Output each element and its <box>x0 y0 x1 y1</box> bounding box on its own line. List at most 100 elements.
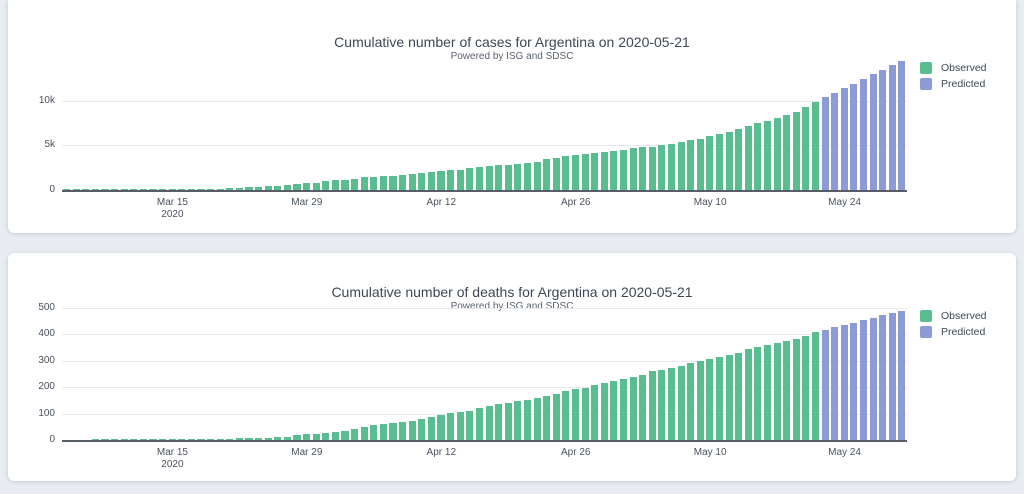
bar-observed[interactable] <box>197 439 205 440</box>
bar-observed[interactable] <box>466 168 474 190</box>
bar-observed[interactable] <box>312 182 320 190</box>
bar-observed[interactable] <box>360 427 368 440</box>
bar-observed[interactable] <box>322 180 330 190</box>
bar-observed[interactable] <box>159 189 167 190</box>
bar-predicted[interactable] <box>898 310 906 440</box>
bar-observed[interactable] <box>591 153 599 190</box>
bar-observed[interactable] <box>370 425 378 440</box>
bar-observed[interactable] <box>475 407 483 440</box>
bar-observed[interactable] <box>418 419 426 440</box>
bar-observed[interactable] <box>485 166 493 190</box>
bar-observed[interactable] <box>466 410 474 440</box>
bar-observed[interactable] <box>264 186 272 190</box>
bar-observed[interactable] <box>331 180 339 190</box>
bar-predicted[interactable] <box>840 88 848 190</box>
bar-observed[interactable] <box>120 439 128 440</box>
bar-observed[interactable] <box>696 138 704 190</box>
bar-observed[interactable] <box>379 176 387 190</box>
bar-predicted[interactable] <box>859 78 868 190</box>
bar-observed[interactable] <box>130 189 138 190</box>
bar-observed[interactable] <box>91 189 99 190</box>
bar-observed[interactable] <box>111 189 119 190</box>
bar-observed[interactable] <box>178 189 186 190</box>
bar-predicted[interactable] <box>850 322 858 440</box>
bar-observed[interactable] <box>139 189 147 190</box>
bar-observed[interactable] <box>427 417 435 440</box>
bar-observed[interactable] <box>447 413 455 440</box>
bar-observed[interactable] <box>571 155 579 190</box>
bar-predicted[interactable] <box>879 315 887 440</box>
bar-observed[interactable] <box>591 385 599 440</box>
bar-observed[interactable] <box>725 131 733 190</box>
bar-observed[interactable] <box>216 438 224 440</box>
bar-observed[interactable] <box>168 189 176 190</box>
bar-observed[interactable] <box>715 134 724 190</box>
bar-observed[interactable] <box>610 380 618 440</box>
bar-observed[interactable] <box>754 123 762 190</box>
bar-observed[interactable] <box>255 437 263 440</box>
bar-observed[interactable] <box>322 432 330 440</box>
bar-observed[interactable] <box>389 423 397 440</box>
bar-observed[interactable] <box>706 136 714 190</box>
bar-observed[interactable] <box>341 179 349 190</box>
bar-observed[interactable] <box>149 189 157 190</box>
bar-observed[interactable] <box>283 184 291 190</box>
bar-observed[interactable] <box>370 177 378 190</box>
bar-predicted[interactable] <box>869 74 877 190</box>
bar-predicted[interactable] <box>850 83 858 190</box>
bar-observed[interactable] <box>648 146 656 190</box>
bar-observed[interactable] <box>715 357 724 440</box>
legend-item-observed[interactable]: Observed <box>920 308 1015 324</box>
bar-observed[interactable] <box>811 331 820 440</box>
bar-observed[interactable] <box>264 437 272 440</box>
bar-predicted[interactable] <box>869 317 877 440</box>
bar-observed[interactable] <box>773 342 781 440</box>
bar-observed[interactable] <box>207 188 215 190</box>
bar-observed[interactable] <box>735 352 743 440</box>
bar-observed[interactable] <box>495 165 503 190</box>
bar-observed[interactable] <box>533 398 541 440</box>
bar-observed[interactable] <box>552 157 560 190</box>
bar-observed[interactable] <box>677 365 685 440</box>
bar-observed[interactable] <box>610 150 618 190</box>
bar-observed[interactable] <box>456 412 464 440</box>
bar-observed[interactable] <box>571 389 579 440</box>
bar-observed[interactable] <box>408 174 416 190</box>
bar-observed[interactable] <box>91 439 99 440</box>
bar-observed[interactable] <box>72 189 80 190</box>
bar-observed[interactable] <box>514 401 522 440</box>
bar-observed[interactable] <box>485 405 493 440</box>
bar-observed[interactable] <box>773 118 781 190</box>
bar-observed[interactable] <box>533 162 541 190</box>
bar-observed[interactable] <box>754 346 762 440</box>
bar-observed[interactable] <box>619 379 628 440</box>
bar-observed[interactable] <box>725 354 733 440</box>
bar-observed[interactable] <box>763 344 772 440</box>
bar-observed[interactable] <box>802 107 810 190</box>
bar-observed[interactable] <box>303 183 311 190</box>
bar-observed[interactable] <box>639 375 647 440</box>
bar-observed[interactable] <box>341 430 349 440</box>
bar-predicted[interactable] <box>879 69 887 190</box>
bar-predicted[interactable] <box>888 65 896 190</box>
bar-observed[interactable] <box>667 367 676 440</box>
bar-observed[interactable] <box>437 414 445 440</box>
bar-observed[interactable] <box>735 128 743 190</box>
bar-observed[interactable] <box>504 402 512 440</box>
bar-observed[interactable] <box>677 142 685 190</box>
bar-observed[interactable] <box>639 147 647 190</box>
bar-observed[interactable] <box>245 438 253 440</box>
bar-observed[interactable] <box>783 115 791 190</box>
bar-observed[interactable] <box>437 170 445 190</box>
bar-observed[interactable] <box>207 439 215 440</box>
bar-observed[interactable] <box>514 163 522 190</box>
bar-observed[interactable] <box>226 188 234 190</box>
bar-observed[interactable] <box>82 189 90 190</box>
bar-observed[interactable] <box>648 371 656 440</box>
bar-predicted[interactable] <box>821 329 829 440</box>
bar-observed[interactable] <box>744 126 752 190</box>
bar-observed[interactable] <box>418 173 426 190</box>
bar-observed[interactable] <box>389 175 397 190</box>
bar-observed[interactable] <box>293 183 301 190</box>
bar-observed[interactable] <box>619 149 628 190</box>
